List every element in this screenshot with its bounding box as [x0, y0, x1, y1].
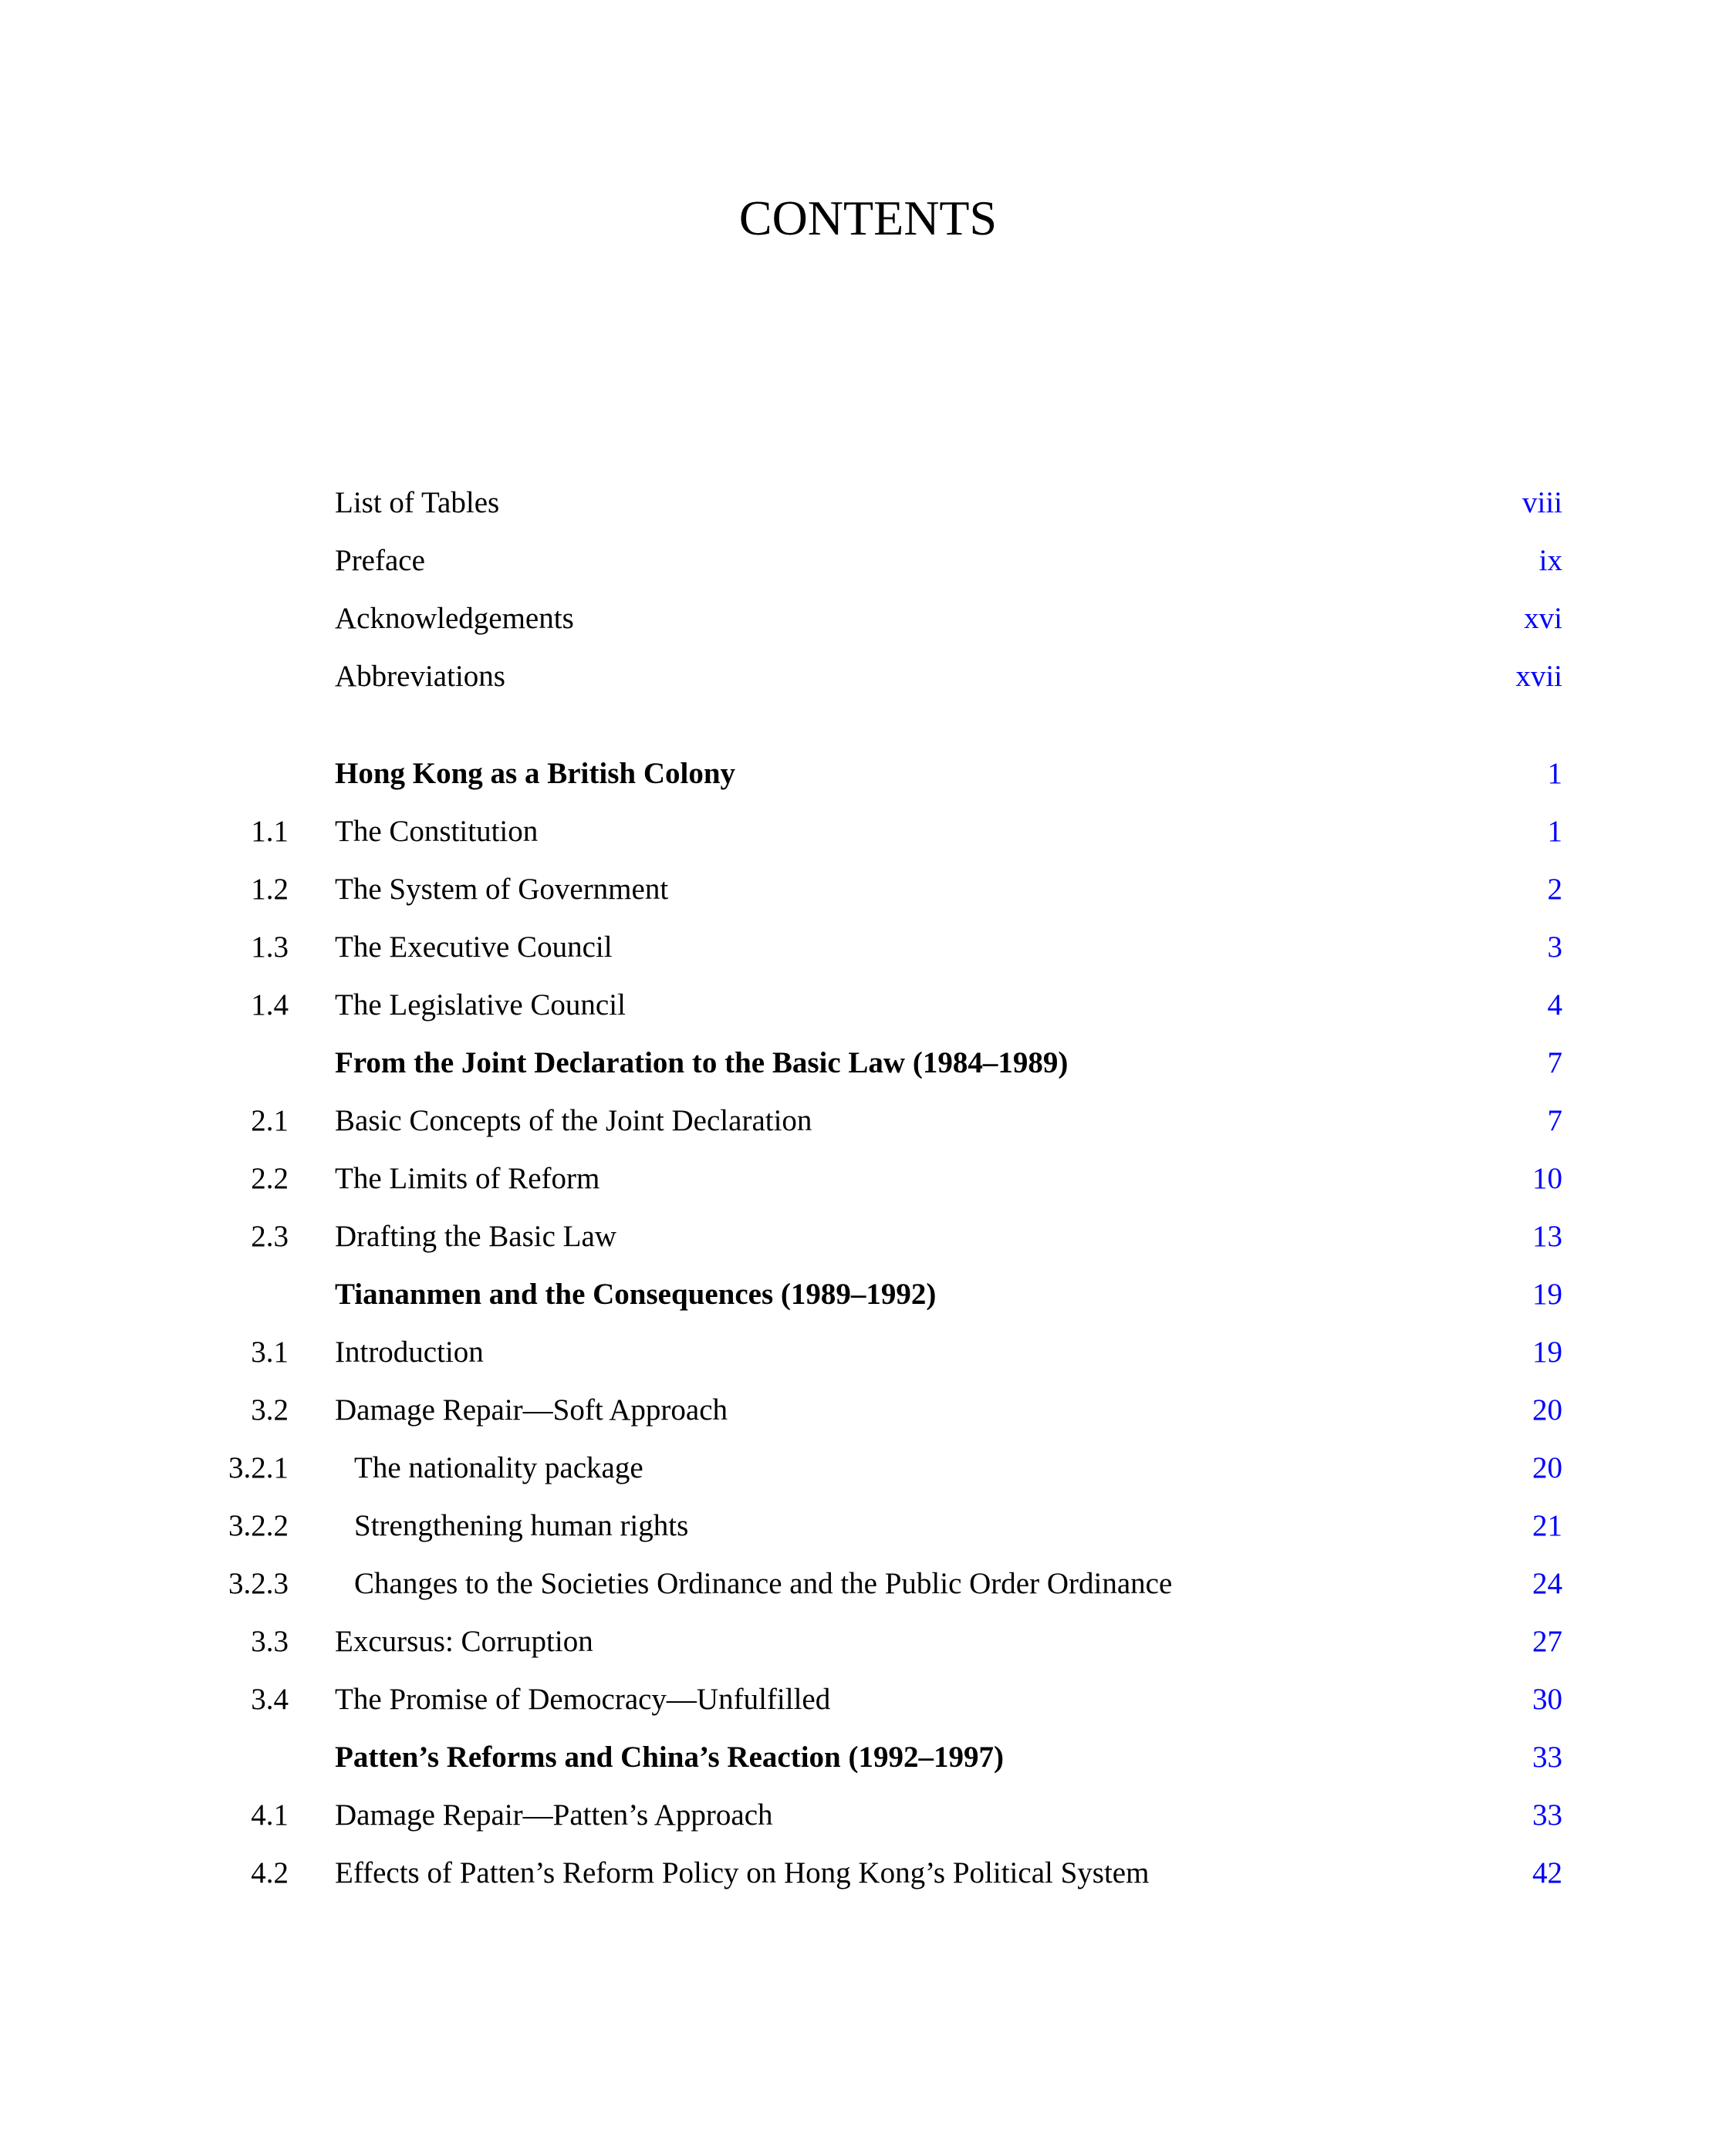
entry-title: Damage Repair—Soft Approach: [335, 1393, 728, 1427]
entry-title: Abbreviations: [335, 660, 505, 693]
page-number-link[interactable]: 1: [1547, 757, 1563, 790]
section-number: 4.2: [251, 1856, 289, 1889]
entry-title: The System of Government: [335, 873, 669, 906]
section-number: 1.4: [251, 988, 289, 1022]
entry-title: Damage Repair—Patten’s Approach: [335, 1798, 773, 1832]
page-number-link[interactable]: 24: [1532, 1567, 1562, 1600]
section-number: 3.2.1: [228, 1451, 289, 1484]
entry-title: Excursus: Corruption: [335, 1625, 593, 1658]
entry-title: Preface: [335, 544, 425, 577]
entry-title: List of Tables: [335, 486, 500, 519]
entry-title: Strengthening human rights: [354, 1509, 689, 1542]
page-number-link[interactable]: 1: [1547, 815, 1563, 848]
table-of-contents: List of Tables viii Preface ix Acknowledgeme…: [0, 474, 1736, 1902]
page-number-link[interactable]: 13: [1532, 1220, 1562, 1253]
toc-entry[interactable]: 1.4 The Legislative Council 4: [0, 976, 1736, 1034]
page-number-link[interactable]: 33: [1532, 1798, 1562, 1832]
toc-entry[interactable]: 3.2.2 Strengthening human rights 21: [0, 1497, 1736, 1555]
toc-entry[interactable]: 1.2 The System of Government 2: [0, 860, 1736, 918]
toc-entry[interactable]: Tiananmen and the Consequences (1989–199…: [0, 1265, 1736, 1323]
page-number-link[interactable]: 3: [1547, 930, 1563, 964]
section-number: 1.1: [251, 815, 289, 848]
entry-title: Effects of Patten’s Reform Policy on Hon…: [335, 1856, 1150, 1889]
section-number: 3.2: [251, 1393, 289, 1427]
page-number-link[interactable]: 20: [1532, 1393, 1562, 1427]
toc-entry[interactable]: 2.3 Drafting the Basic Law 13: [0, 1207, 1736, 1265]
entry-title: The Limits of Reform: [335, 1162, 600, 1195]
page-number-link[interactable]: 10: [1532, 1162, 1562, 1195]
entry-title: The Constitution: [335, 815, 539, 848]
toc-entry[interactable]: 4.2 Effects of Patten’s Reform Policy on …: [0, 1844, 1736, 1902]
page-number-link[interactable]: 33: [1532, 1741, 1562, 1774]
entry-title: Drafting the Basic Law: [335, 1220, 616, 1253]
entry-title: Tiananmen and the Consequences (1989–199…: [335, 1278, 937, 1311]
page-number-link[interactable]: 30: [1532, 1683, 1562, 1716]
page-number-link[interactable]: 7: [1547, 1104, 1563, 1137]
toc-entry[interactable]: Preface ix: [0, 532, 1736, 589]
entry-title: The Executive Council: [335, 930, 613, 964]
toc-entry[interactable]: 4.1 Damage Repair—Patten’s Approach 33: [0, 1786, 1736, 1844]
entry-title: The Promise of Democracy—Unfulfilled: [335, 1683, 831, 1716]
toc-entry[interactable]: 3.3 Excursus: Corruption 27: [0, 1613, 1736, 1670]
section-number: 2.3: [251, 1220, 289, 1253]
toc-entry[interactable]: 3.2.3 Changes to the Societies Ordinance …: [0, 1555, 1736, 1613]
toc-entry[interactable]: Hong Kong as a British Colony 1: [0, 745, 1736, 802]
toc-entry[interactable]: 1.3 The Executive Council 3: [0, 918, 1736, 976]
page-number-link[interactable]: 2: [1547, 873, 1563, 906]
entry-title: Changes to the Societies Ordinance and t…: [354, 1567, 1173, 1600]
toc-entry[interactable]: Acknowledgements xvi: [0, 589, 1736, 647]
entry-title: The nationality package: [354, 1451, 643, 1484]
entry-title: Introduction: [335, 1336, 484, 1369]
section-number: 1.2: [251, 873, 289, 906]
section-number: 3.1: [251, 1336, 289, 1369]
section-number: 2.1: [251, 1104, 289, 1137]
section-number: 3.2.3: [228, 1567, 289, 1600]
page-number-link[interactable]: 7: [1547, 1046, 1563, 1079]
section-number: 3.3: [251, 1625, 289, 1658]
section-number: 4.1: [251, 1798, 289, 1832]
toc-entry[interactable]: 3.2 Damage Repair—Soft Approach 20: [0, 1381, 1736, 1439]
toc-entry[interactable]: 3.4 The Promise of Democracy—Unfulfilled 3…: [0, 1670, 1736, 1728]
page-number-link[interactable]: viii: [1522, 486, 1562, 519]
section-number: 2.2: [251, 1162, 289, 1195]
entry-title: Basic Concepts of the Joint Declaration: [335, 1104, 812, 1137]
section-number: 1.3: [251, 930, 289, 964]
page-number-link[interactable]: ix: [1538, 544, 1562, 577]
entry-title: From the Joint Declaration to the Basic …: [335, 1046, 1069, 1079]
page-number-link[interactable]: 4: [1547, 988, 1563, 1022]
page-number-link[interactable]: xvii: [1515, 660, 1562, 693]
section-number: 3.2.2: [228, 1509, 289, 1542]
page-number-link[interactable]: 19: [1532, 1336, 1562, 1369]
page-number-link[interactable]: 19: [1532, 1278, 1562, 1311]
entry-title: Patten’s Reforms and China’s Reaction (1…: [335, 1741, 1004, 1774]
page-number-link[interactable]: xvi: [1524, 602, 1562, 635]
entry-title: The Legislative Council: [335, 988, 626, 1022]
toc-entry[interactable]: 2.1 Basic Concepts of the Joint Declarati…: [0, 1092, 1736, 1150]
toc-entry[interactable]: Abbreviations xvii: [0, 647, 1736, 705]
entry-title: Hong Kong as a British Colony: [335, 757, 736, 790]
page-number-link[interactable]: 20: [1532, 1451, 1562, 1484]
toc-entry[interactable]: From the Joint Declaration to the Basic …: [0, 1034, 1736, 1092]
page-number-link[interactable]: 21: [1532, 1509, 1562, 1542]
toc-entry[interactable]: Patten’s Reforms and China’s Reaction (1…: [0, 1728, 1736, 1786]
entry-title: Acknowledgements: [335, 602, 574, 635]
toc-entry[interactable]: 3.2.1 The nationality package 20: [0, 1439, 1736, 1497]
toc-entry[interactable]: 2.2 The Limits of Reform 10: [0, 1150, 1736, 1207]
page-number-link[interactable]: 42: [1532, 1856, 1562, 1889]
section-number: 3.4: [251, 1683, 289, 1716]
page-number-link[interactable]: 27: [1532, 1625, 1562, 1658]
toc-entry[interactable]: List of Tables viii: [0, 474, 1736, 532]
toc-entry[interactable]: 1.1 The Constitution 1: [0, 802, 1736, 860]
page-title: CONTENTS: [738, 191, 998, 245]
toc-entry[interactable]: 3.1 Introduction 19: [0, 1323, 1736, 1381]
